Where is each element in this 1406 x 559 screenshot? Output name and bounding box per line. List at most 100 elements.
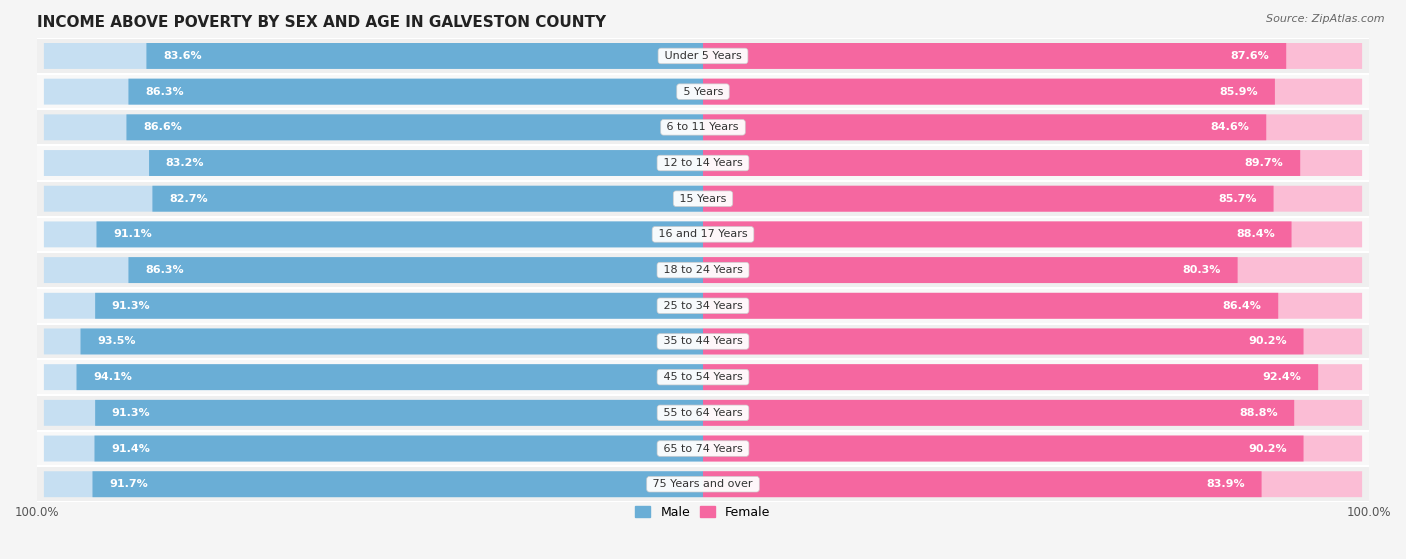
FancyBboxPatch shape [44, 221, 703, 247]
Bar [37, 145, 1369, 181]
Text: 86.3%: 86.3% [145, 265, 184, 275]
Text: 83.6%: 83.6% [163, 51, 201, 61]
FancyBboxPatch shape [703, 471, 1362, 497]
Text: 55 to 64 Years: 55 to 64 Years [659, 408, 747, 418]
FancyBboxPatch shape [44, 79, 703, 105]
Bar [37, 38, 1369, 74]
FancyBboxPatch shape [703, 293, 1362, 319]
Text: 80.3%: 80.3% [1182, 265, 1220, 275]
Text: 35 to 44 Years: 35 to 44 Years [659, 337, 747, 347]
Text: 6 to 11 Years: 6 to 11 Years [664, 122, 742, 132]
FancyBboxPatch shape [97, 221, 703, 247]
Text: 89.7%: 89.7% [1244, 158, 1284, 168]
Text: 86.6%: 86.6% [143, 122, 181, 132]
FancyBboxPatch shape [127, 115, 703, 140]
Bar [37, 430, 1369, 466]
FancyBboxPatch shape [703, 150, 1362, 176]
FancyBboxPatch shape [44, 257, 703, 283]
Text: 93.5%: 93.5% [97, 337, 135, 347]
FancyBboxPatch shape [80, 329, 703, 354]
FancyBboxPatch shape [93, 471, 703, 497]
FancyBboxPatch shape [96, 400, 703, 426]
Legend: Male, Female: Male, Female [630, 501, 776, 524]
Text: Under 5 Years: Under 5 Years [661, 51, 745, 61]
Text: 18 to 24 Years: 18 to 24 Years [659, 265, 747, 275]
Text: 86.3%: 86.3% [145, 87, 184, 97]
Bar [37, 359, 1369, 395]
Bar [37, 395, 1369, 430]
FancyBboxPatch shape [44, 150, 703, 176]
FancyBboxPatch shape [703, 79, 1275, 105]
Text: 65 to 74 Years: 65 to 74 Years [659, 443, 747, 453]
Bar [37, 288, 1369, 324]
FancyBboxPatch shape [703, 329, 1362, 354]
Text: 91.1%: 91.1% [112, 229, 152, 239]
FancyBboxPatch shape [703, 150, 1301, 176]
Text: 83.9%: 83.9% [1206, 479, 1244, 489]
Text: 5 Years: 5 Years [679, 87, 727, 97]
FancyBboxPatch shape [703, 293, 1278, 319]
Text: 88.8%: 88.8% [1239, 408, 1278, 418]
FancyBboxPatch shape [703, 400, 1362, 426]
FancyBboxPatch shape [703, 435, 1362, 462]
FancyBboxPatch shape [703, 257, 1237, 283]
FancyBboxPatch shape [703, 471, 1261, 497]
FancyBboxPatch shape [128, 79, 703, 105]
FancyBboxPatch shape [44, 400, 703, 426]
Text: 91.3%: 91.3% [112, 408, 150, 418]
Text: 82.7%: 82.7% [169, 194, 208, 203]
Text: 15 Years: 15 Years [676, 194, 730, 203]
Text: 12 to 14 Years: 12 to 14 Years [659, 158, 747, 168]
Text: 90.2%: 90.2% [1249, 443, 1286, 453]
Text: INCOME ABOVE POVERTY BY SEX AND AGE IN GALVESTON COUNTY: INCOME ABOVE POVERTY BY SEX AND AGE IN G… [37, 15, 606, 30]
FancyBboxPatch shape [44, 329, 703, 354]
Bar [37, 324, 1369, 359]
FancyBboxPatch shape [44, 115, 703, 140]
FancyBboxPatch shape [703, 43, 1362, 69]
FancyBboxPatch shape [44, 435, 703, 462]
FancyBboxPatch shape [703, 257, 1362, 283]
FancyBboxPatch shape [703, 186, 1362, 212]
FancyBboxPatch shape [44, 186, 703, 212]
Bar [37, 181, 1369, 216]
Bar [37, 466, 1369, 502]
FancyBboxPatch shape [703, 435, 1303, 462]
Bar [37, 216, 1369, 252]
Text: 90.2%: 90.2% [1249, 337, 1286, 347]
Text: 85.7%: 85.7% [1219, 194, 1257, 203]
FancyBboxPatch shape [703, 364, 1362, 390]
FancyBboxPatch shape [703, 115, 1267, 140]
Text: 94.1%: 94.1% [93, 372, 132, 382]
FancyBboxPatch shape [703, 43, 1286, 69]
Text: 16 and 17 Years: 16 and 17 Years [655, 229, 751, 239]
Bar [37, 252, 1369, 288]
FancyBboxPatch shape [44, 293, 703, 319]
FancyBboxPatch shape [44, 364, 703, 390]
Bar [37, 110, 1369, 145]
Text: 87.6%: 87.6% [1230, 51, 1270, 61]
Text: 91.7%: 91.7% [110, 479, 148, 489]
FancyBboxPatch shape [703, 221, 1362, 247]
Text: 85.9%: 85.9% [1219, 87, 1258, 97]
Text: 75 Years and over: 75 Years and over [650, 479, 756, 489]
FancyBboxPatch shape [149, 150, 703, 176]
Text: 84.6%: 84.6% [1211, 122, 1250, 132]
FancyBboxPatch shape [146, 43, 703, 69]
FancyBboxPatch shape [94, 435, 703, 462]
Text: 25 to 34 Years: 25 to 34 Years [659, 301, 747, 311]
Bar [37, 74, 1369, 110]
Text: 92.4%: 92.4% [1263, 372, 1302, 382]
Text: 83.2%: 83.2% [166, 158, 204, 168]
Text: 86.4%: 86.4% [1223, 301, 1261, 311]
FancyBboxPatch shape [703, 186, 1274, 212]
Text: 91.3%: 91.3% [112, 301, 150, 311]
Text: 88.4%: 88.4% [1236, 229, 1275, 239]
FancyBboxPatch shape [703, 115, 1362, 140]
Text: 45 to 54 Years: 45 to 54 Years [659, 372, 747, 382]
Text: 91.4%: 91.4% [111, 443, 150, 453]
Text: Source: ZipAtlas.com: Source: ZipAtlas.com [1267, 14, 1385, 24]
FancyBboxPatch shape [128, 257, 703, 283]
FancyBboxPatch shape [96, 293, 703, 319]
FancyBboxPatch shape [703, 79, 1362, 105]
FancyBboxPatch shape [44, 43, 703, 69]
